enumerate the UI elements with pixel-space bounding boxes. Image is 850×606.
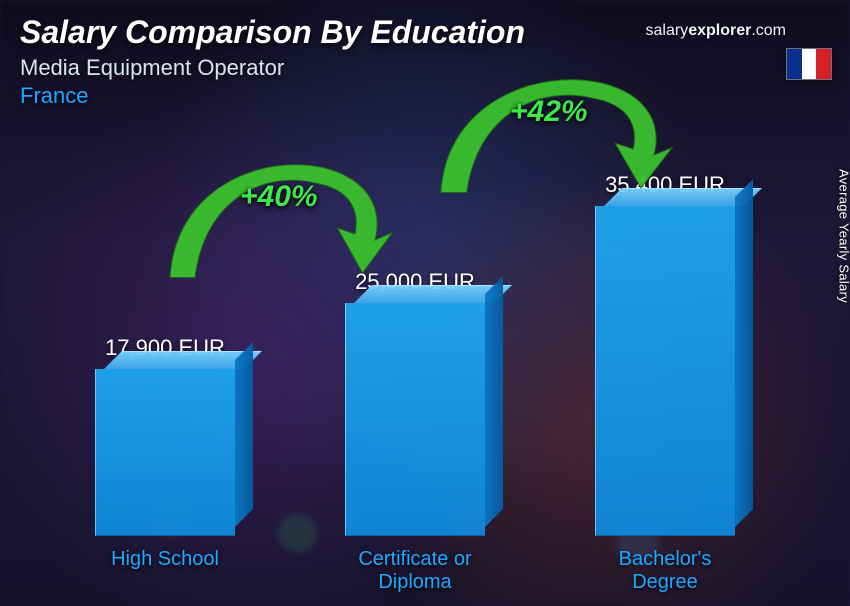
bar-1: 25,000 EURCertificate orDiploma	[330, 269, 500, 536]
france-flag-icon	[786, 48, 832, 80]
job-title: Media Equipment Operator	[20, 55, 830, 81]
brand-prefix: salary	[646, 22, 689, 39]
flag-stripe-blue	[787, 49, 802, 79]
bar-side-face	[235, 342, 253, 527]
bar-3d	[95, 369, 235, 536]
bar-3d	[345, 303, 485, 536]
bar-side-face	[735, 179, 753, 527]
increase-pct-label-0: +40%	[240, 180, 318, 214]
brand-bold: explorer	[688, 22, 751, 39]
brand-label: salaryexplorer.com	[646, 22, 787, 40]
flag-stripe-white	[802, 49, 817, 79]
bar-front-face	[595, 206, 735, 536]
bar-category-label: Certificate orDiploma	[315, 548, 515, 594]
bar-3d	[595, 206, 735, 536]
bar-side-face	[485, 276, 503, 527]
bar-front-face	[345, 303, 485, 536]
brand-domain: .com	[751, 22, 786, 39]
bar-front-face	[95, 369, 235, 536]
y-axis-label: Average Yearly Salary	[837, 169, 850, 303]
salary-bar-chart: 17,900 EURHigh School 25,000 EURCertifica…	[40, 140, 790, 536]
country-name: France	[20, 83, 830, 109]
bar-category-label: High School	[65, 548, 265, 571]
bar-2: 35,400 EURBachelor'sDegree	[580, 172, 750, 536]
increase-pct-label-1: +42%	[510, 95, 588, 129]
bar-0: 17,900 EURHigh School	[80, 335, 250, 536]
flag-stripe-red	[816, 49, 831, 79]
bar-category-label: Bachelor'sDegree	[565, 548, 765, 594]
